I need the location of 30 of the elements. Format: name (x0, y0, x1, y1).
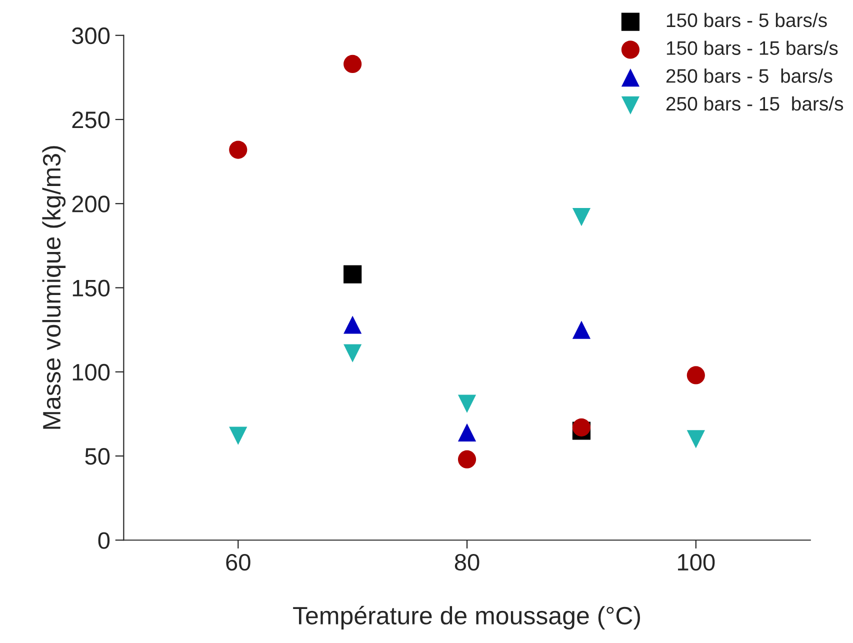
y-tick-label: 150 (72, 280, 110, 297)
point (458, 423, 476, 442)
point (572, 418, 591, 436)
x-tick-label: 60 (226, 554, 250, 571)
y-axis-title: Masse volumique (kg/m3) (42, 146, 66, 429)
y-tick-label: 0 (98, 532, 110, 549)
point (344, 54, 362, 74)
point (458, 394, 476, 413)
point (229, 426, 248, 445)
point (344, 344, 362, 362)
point (344, 265, 362, 284)
point (686, 430, 705, 448)
legend-label: 250 bars - 5 bars/s (666, 68, 832, 83)
x-axis-title: Température de moussage (°C) (293, 606, 640, 630)
point (686, 366, 705, 384)
x-tick-label: 80 (454, 554, 480, 571)
x-tick-label: 100 (678, 554, 715, 571)
y-tick-label: 300 (72, 27, 110, 44)
legend-label: 150 bars - 5 bars/s (666, 12, 827, 28)
point (458, 450, 476, 468)
y-tick-label: 100 (72, 364, 110, 381)
y-tick-label: 250 (72, 112, 110, 128)
y-tick-label: 50 (85, 448, 110, 465)
legend-label: 250 bars - 15 bars/s (666, 96, 844, 111)
point (572, 320, 591, 339)
point (344, 316, 362, 334)
point (229, 140, 248, 159)
point (572, 208, 591, 226)
legend-label: 150 bars - 15 bars/s (666, 40, 838, 55)
y-tick-label: 200 (72, 196, 110, 212)
